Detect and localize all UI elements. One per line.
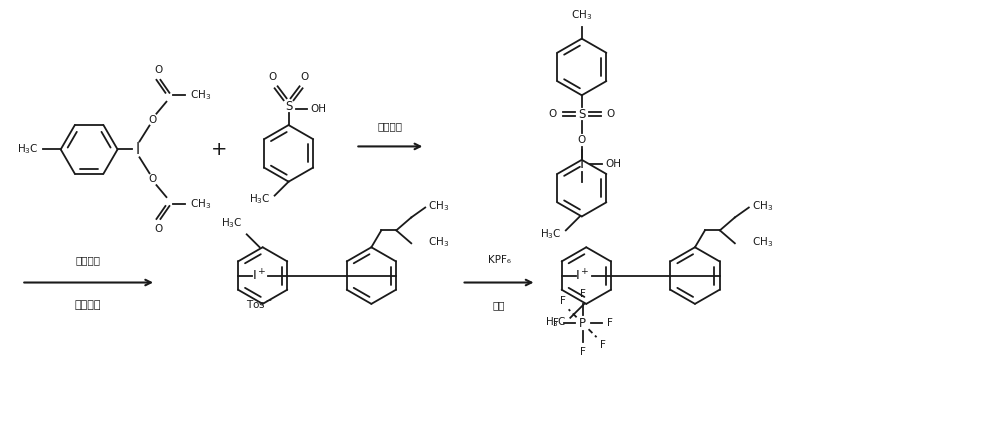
Text: H$_3$C: H$_3$C: [540, 227, 562, 241]
Text: S: S: [578, 108, 585, 121]
Text: F: F: [553, 318, 559, 328]
Text: O: O: [154, 65, 163, 75]
Text: CH$_3$: CH$_3$: [190, 88, 212, 101]
Text: O: O: [148, 115, 157, 125]
Text: KPF₆: KPF₆: [488, 255, 511, 265]
Text: O: O: [549, 109, 557, 119]
Text: F: F: [600, 340, 605, 350]
Text: CH$_3$: CH$_3$: [752, 200, 773, 213]
Text: 三氟乙醇: 三氟乙醇: [76, 256, 101, 266]
Text: 异丁基苯: 异丁基苯: [75, 301, 101, 310]
Text: P: P: [579, 317, 586, 330]
Text: O: O: [148, 174, 157, 184]
Text: I$^+$: I$^+$: [252, 268, 266, 283]
Text: F: F: [580, 289, 586, 299]
Text: O: O: [154, 224, 163, 234]
Text: O: O: [269, 72, 277, 83]
Text: CH$_3$: CH$_3$: [752, 235, 773, 249]
Text: CH$_3$: CH$_3$: [571, 8, 592, 22]
Text: Tos$^-$: Tos$^-$: [246, 298, 272, 310]
Text: CH$_3$: CH$_3$: [190, 197, 212, 211]
Text: F: F: [607, 318, 612, 328]
Text: O: O: [578, 135, 586, 145]
Text: 丙酮: 丙酮: [493, 301, 505, 310]
Text: 三氟乙醇: 三氟乙醇: [378, 122, 403, 131]
Text: H$_3$C: H$_3$C: [17, 142, 39, 156]
Text: F: F: [560, 296, 566, 306]
Text: CH$_3$: CH$_3$: [428, 235, 449, 249]
Text: O: O: [300, 72, 309, 83]
Text: H$_3$C: H$_3$C: [545, 315, 566, 329]
Text: +: +: [211, 140, 227, 159]
Text: I$^+$: I$^+$: [575, 268, 590, 283]
Text: I: I: [580, 156, 584, 171]
Text: OH: OH: [311, 104, 327, 114]
Text: I: I: [135, 142, 140, 157]
Text: F: F: [580, 347, 586, 357]
Text: S: S: [285, 100, 292, 113]
Text: O: O: [607, 109, 615, 119]
Text: H$_3$C: H$_3$C: [221, 216, 243, 230]
Text: OH: OH: [606, 159, 622, 169]
Text: CH$_3$: CH$_3$: [428, 200, 449, 213]
Text: H$_3$C: H$_3$C: [249, 193, 271, 206]
